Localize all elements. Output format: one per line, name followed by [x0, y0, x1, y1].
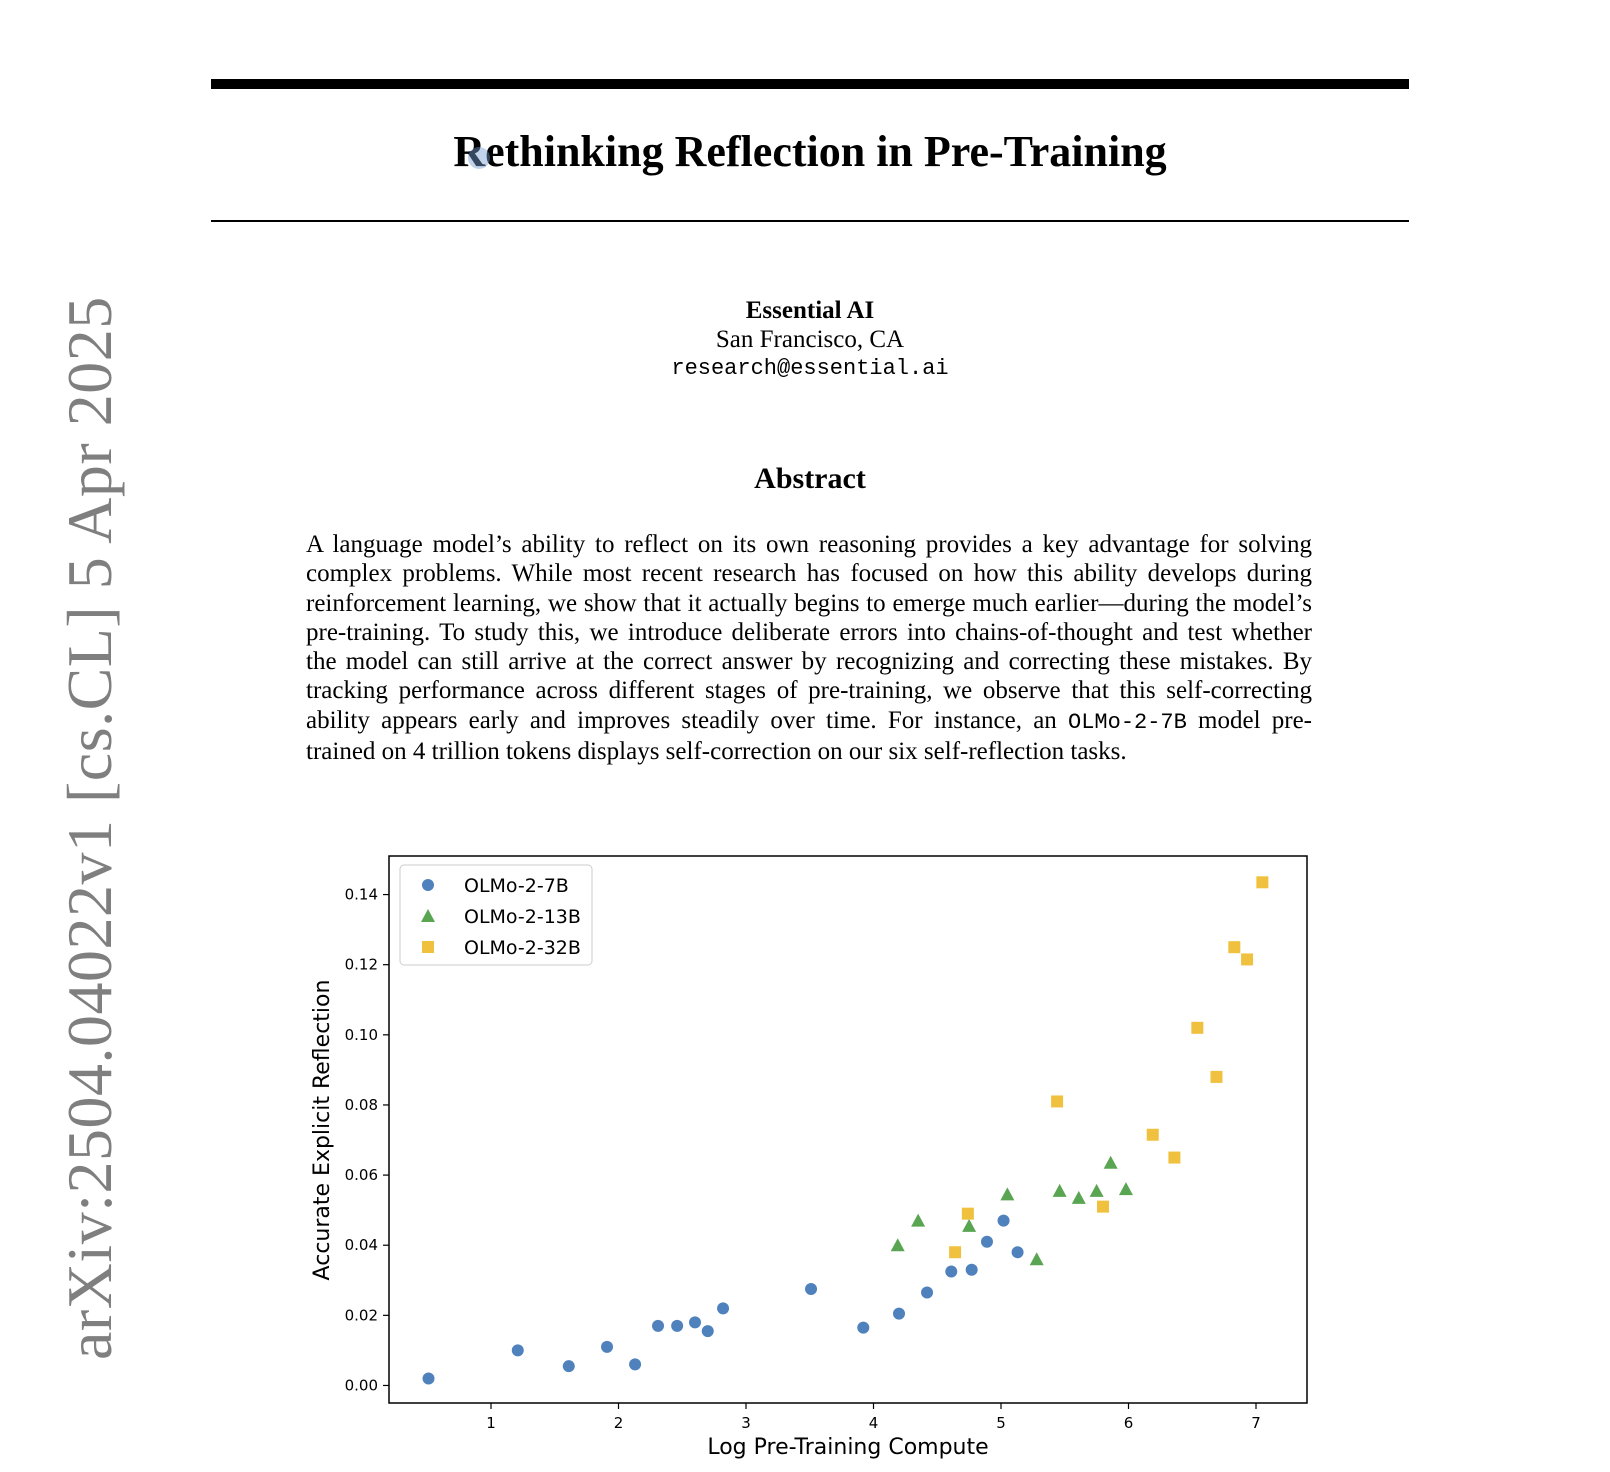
x-tick-label: 7: [1251, 1414, 1261, 1432]
legend-marker: [422, 879, 434, 891]
data-point: [562, 1360, 575, 1373]
legend-marker: [421, 909, 435, 922]
axis-ticks: 1 2 3 4 5 6 7 0.00 0.02 0.04 0.06 0.08 0.10 0.12 0.14: [345, 886, 1261, 1432]
plot-area: [388, 855, 1308, 1404]
top-rule: [211, 79, 1409, 89]
y-tick-label: 0.12: [345, 956, 378, 974]
legend-box: [399, 864, 593, 966]
data-point: [1191, 1021, 1204, 1034]
legend-label: OLMo-2-32B: [464, 937, 581, 959]
x-tick-label: 3: [741, 1414, 751, 1432]
data-point: [1256, 876, 1269, 889]
data-point: [1168, 1151, 1181, 1164]
legend: OLMo-2-7B OLMo-2-13B OLMo-2-32B: [399, 864, 593, 966]
y-tick-label: 0.08: [345, 1096, 378, 1114]
data-point: [1029, 1252, 1044, 1266]
data-point: [961, 1207, 974, 1220]
legend-label: OLMo-2-13B: [464, 906, 581, 928]
abstract-model-code: OLMo-2-7B: [1068, 709, 1187, 735]
data-point: [921, 1286, 934, 1299]
data-point: [1052, 1183, 1067, 1197]
x-axis-label: Log Pre-Training Compute: [707, 1435, 988, 1460]
data-point: [689, 1316, 701, 1329]
plot-frame: [388, 855, 1308, 1404]
cursor-highlight: [468, 147, 490, 169]
data-point: [1097, 1200, 1109, 1213]
y-tick-label: 0.02: [345, 1306, 378, 1324]
y-tick-label: 0.10: [345, 1026, 378, 1044]
bottom-rule: [211, 220, 1409, 222]
data-point: [601, 1340, 614, 1353]
data-point: [1089, 1183, 1104, 1197]
x-tick-label: 1: [486, 1414, 496, 1432]
data-point: [511, 1344, 524, 1357]
data-point: [1228, 941, 1241, 954]
data-point: [1241, 953, 1254, 966]
legend-marker: [422, 941, 434, 953]
y-tick-label: 0.00: [345, 1376, 378, 1394]
data-point: [949, 1246, 962, 1259]
abstract-body: A language model’s ability to reflect on…: [306, 530, 1312, 766]
x-tick-label: 2: [614, 1414, 624, 1432]
x-tick-label: 6: [1124, 1414, 1134, 1432]
x-tick-label: 5: [996, 1414, 1006, 1432]
data-point: [1051, 1095, 1064, 1108]
legend-label: OLMo-2-7B: [464, 875, 569, 897]
abstract-heading: Abstract: [754, 462, 866, 495]
data-point: [1011, 1246, 1024, 1259]
x-tick-label: 4: [869, 1414, 879, 1432]
y-tick-label: 0.06: [345, 1166, 378, 1184]
data-point: [945, 1265, 958, 1278]
paper-title: Rethinking Reflection in Pre-Training: [453, 127, 1167, 176]
data-point: [980, 1235, 993, 1248]
data-point: [890, 1238, 905, 1252]
data-points: [422, 876, 1269, 1385]
data-point: [965, 1263, 978, 1276]
data-point: [717, 1302, 730, 1315]
data-point: [1210, 1070, 1223, 1083]
abstract-text-1: A language model’s ability to reflect on…: [306, 531, 1312, 734]
data-point: [911, 1213, 926, 1227]
y-axis-label: Accurate Explicit Reflection: [310, 980, 335, 1281]
data-point: [1000, 1187, 1015, 1201]
author-location: San Francisco, CA: [715, 326, 905, 353]
data-point: [422, 1372, 435, 1385]
data-point: [1103, 1155, 1118, 1169]
data-point: [671, 1319, 684, 1332]
data-point: [962, 1218, 977, 1232]
data-point: [652, 1319, 665, 1332]
abstract-text-2: model pre-trained on 4 trillion tokens d…: [306, 706, 1313, 766]
data-point: [1118, 1182, 1133, 1196]
author-block: Essential AI San Francisco, CA research@…: [211, 296, 1409, 383]
data-point: [893, 1307, 905, 1320]
y-tick-label: 0.14: [345, 886, 378, 904]
data-point: [701, 1325, 714, 1338]
data-point: [1146, 1128, 1159, 1141]
y-tick-label: 0.04: [345, 1236, 378, 1254]
data-point: [1071, 1190, 1086, 1204]
data-point: [629, 1358, 642, 1371]
author-org: Essential AI: [745, 297, 875, 324]
data-point: [997, 1214, 1010, 1227]
data-point: [857, 1321, 870, 1334]
author-email[interactable]: research@essential.ai: [671, 356, 949, 381]
data-point: [805, 1283, 818, 1296]
